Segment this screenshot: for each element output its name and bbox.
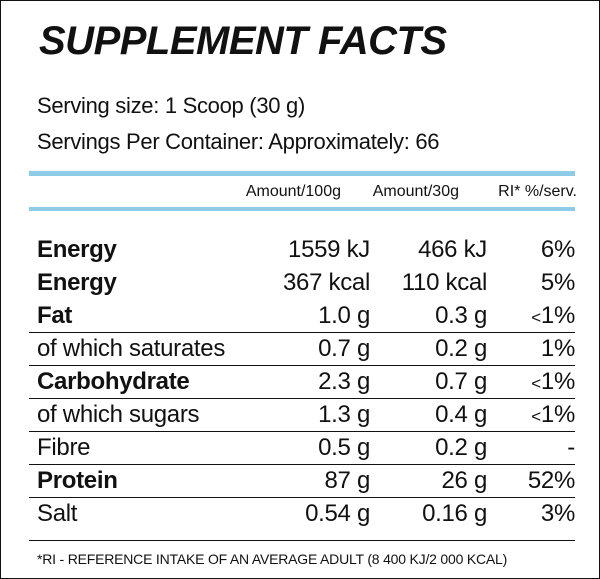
nutrient-label: Salt	[37, 500, 78, 527]
ri-percent: <1%	[531, 368, 575, 395]
header-ri-percent: RI* %/serv.	[498, 183, 577, 200]
nutrient-row: of which saturates 0.7 g 0.2 g 1%	[29, 332, 575, 366]
amount-per-100g: 2.3 g	[318, 368, 370, 395]
amount-per-30g: 0.16 g	[422, 500, 487, 527]
ri-percent: <1%	[531, 302, 575, 329]
nutrient-row: Carbohydrate 2.3 g 0.7 g <1%	[29, 365, 575, 399]
amount-per-30g: 110 kcal	[401, 269, 488, 296]
nutrient-row: of which sugars 1.3 g 0.4 g <1%	[29, 398, 575, 432]
nutrient-label: Fat	[37, 302, 73, 329]
ri-percent: 52%	[527, 467, 575, 494]
amount-per-100g: 1.3 g	[318, 401, 370, 428]
header-top-rule	[29, 171, 575, 176]
amount-per-30g: 0.7 g	[435, 368, 487, 395]
nutrient-row: Fat 1.0 g 0.3 g <1%	[29, 299, 575, 333]
amount-per-100g: 87 g	[324, 467, 370, 494]
nutrient-label: Carbohydrate	[37, 368, 190, 395]
servings-per-container: Servings Per Container: Approximately: 6…	[37, 129, 440, 154]
header-amount-100g: Amount/100g	[245, 183, 341, 200]
nutrient-row: Salt 0.54 g 0.16 g 3%	[29, 497, 575, 530]
amount-per-30g: 0.3 g	[435, 302, 487, 329]
nutrient-label: Energy	[37, 236, 117, 263]
nutrient-label: Protein	[37, 467, 118, 494]
amount-per-100g: 0.5 g	[318, 434, 370, 461]
ri-percent: 3%	[540, 500, 575, 527]
amount-per-30g: 26 g	[441, 467, 487, 494]
amount-per-30g: 0.2 g	[435, 434, 487, 461]
ri-percent: 5%	[540, 269, 575, 296]
amount-per-100g: 1559 kJ	[288, 236, 370, 263]
header-bottom-rule	[29, 207, 575, 211]
nutrient-row: Energy 367 kcal 110 kcal 5%	[29, 266, 575, 299]
nutrient-row: Protein 87 g 26 g 52%	[29, 464, 575, 498]
ri-percent: <1%	[531, 401, 575, 428]
ri-percent: -	[567, 434, 575, 461]
serving-size: Serving size: 1 Scoop (30 g)	[37, 93, 305, 118]
header-amount-30g: Amount/30g	[372, 183, 459, 200]
nutrient-label: Fibre	[37, 434, 91, 461]
nutrient-label: Energy	[37, 269, 117, 296]
amount-per-100g: 0.7 g	[318, 335, 370, 362]
footnote-rule	[29, 540, 575, 541]
panel-title: SUPPLEMENT FACTS	[39, 19, 447, 63]
amount-per-30g: 0.4 g	[435, 401, 487, 428]
nutrient-label: of which sugars	[37, 401, 200, 428]
ri-percent: 6%	[540, 236, 575, 263]
amount-per-30g: 0.2 g	[435, 335, 487, 362]
nutrient-row: Fibre 0.5 g 0.2 g -	[29, 431, 575, 465]
nutrient-row: Energy 1559 kJ 466 kJ 6%	[29, 233, 575, 266]
ri-percent: 1%	[540, 335, 575, 362]
footnote: *RI - REFERENCE INTAKE OF AN AVERAGE ADU…	[37, 551, 508, 567]
amount-per-100g: 367 kcal	[283, 269, 370, 296]
amount-per-100g: 1.0 g	[318, 302, 370, 329]
nutrient-label: of which saturates	[37, 335, 226, 362]
amount-per-100g: 0.54 g	[305, 500, 370, 527]
amount-per-30g: 466 kJ	[418, 236, 487, 263]
